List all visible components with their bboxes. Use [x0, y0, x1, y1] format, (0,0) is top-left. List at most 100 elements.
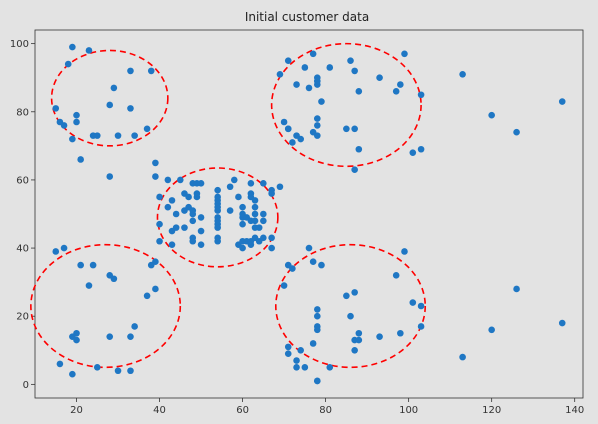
data-point	[355, 145, 363, 153]
y-tick-label: 60	[16, 175, 29, 186]
data-point	[397, 329, 404, 337]
data-point	[459, 70, 466, 78]
data-point	[52, 105, 60, 112]
data-point	[351, 289, 358, 296]
data-point	[268, 190, 275, 197]
data-point	[280, 118, 288, 126]
data-point	[305, 84, 313, 92]
data-point	[314, 115, 321, 122]
data-point	[351, 346, 358, 354]
data-point	[143, 125, 151, 133]
data-point	[64, 60, 72, 68]
y-tick-label: 20	[16, 312, 29, 323]
data-point	[251, 197, 259, 204]
data-point	[284, 350, 292, 358]
data-point	[309, 50, 317, 58]
data-point	[314, 312, 321, 320]
data-point	[110, 84, 118, 92]
data-point	[69, 135, 76, 143]
data-point	[106, 173, 114, 180]
data-point	[309, 258, 317, 266]
data-point	[255, 224, 263, 231]
data-point	[326, 364, 334, 371]
data-point	[326, 64, 334, 71]
data-point	[268, 244, 275, 252]
data-point	[347, 312, 354, 320]
data-point	[314, 122, 321, 129]
data-point	[127, 333, 134, 340]
data-point	[343, 292, 350, 300]
data-points	[52, 43, 566, 385]
data-point	[260, 180, 267, 187]
data-point	[235, 193, 242, 201]
data-point	[60, 122, 68, 129]
data-point	[69, 43, 76, 51]
data-point	[89, 261, 97, 269]
data-point	[189, 237, 197, 245]
data-point	[417, 145, 425, 153]
data-point	[127, 105, 134, 112]
data-point	[309, 340, 317, 347]
data-point	[268, 234, 275, 242]
data-point	[293, 357, 300, 364]
data-point	[114, 367, 122, 375]
data-point	[56, 360, 64, 368]
data-point	[214, 234, 221, 242]
data-point	[152, 173, 159, 180]
data-point	[318, 261, 325, 269]
x-tick-label: 20	[70, 405, 83, 416]
cluster-circle	[270, 42, 422, 168]
data-point	[172, 224, 180, 231]
x-tick-label: 60	[236, 405, 249, 416]
data-point	[297, 135, 304, 143]
data-point	[392, 88, 400, 95]
data-point	[131, 323, 138, 330]
data-point	[513, 128, 520, 136]
data-point	[260, 234, 267, 242]
x-tick-label: 100	[399, 405, 418, 416]
data-point	[293, 364, 300, 371]
data-point	[417, 302, 425, 310]
y-tick-label: 80	[16, 107, 29, 118]
x-axis: 20 40 60 80 100 120 140	[70, 398, 584, 416]
data-point	[214, 193, 221, 201]
data-point	[226, 207, 234, 214]
data-point	[131, 132, 138, 139]
data-point	[247, 190, 255, 197]
data-point	[147, 67, 155, 75]
data-point	[69, 370, 76, 378]
data-point	[106, 333, 114, 340]
data-point	[226, 183, 234, 191]
data-point	[77, 261, 84, 269]
data-point	[260, 210, 267, 218]
data-point	[318, 98, 325, 105]
x-tick-label: 80	[319, 405, 332, 416]
data-point	[260, 217, 267, 225]
data-point	[172, 210, 180, 218]
y-tick-label: 40	[16, 244, 29, 255]
cluster-circle	[274, 243, 427, 369]
data-point	[73, 111, 80, 119]
data-point	[314, 77, 321, 85]
data-point	[513, 285, 520, 293]
data-point	[93, 364, 101, 371]
data-point	[164, 176, 172, 184]
data-point	[355, 88, 363, 95]
cluster-circle	[50, 49, 169, 147]
data-point	[230, 176, 238, 184]
data-point	[52, 248, 60, 255]
data-point	[376, 74, 383, 82]
data-point	[60, 244, 68, 252]
data-point	[93, 132, 101, 139]
data-point	[239, 203, 246, 211]
data-point	[284, 125, 292, 133]
cluster-circle	[156, 167, 279, 268]
x-tick-label: 140	[565, 405, 584, 416]
data-point	[558, 98, 566, 105]
data-point	[301, 64, 309, 71]
data-point	[351, 67, 358, 75]
cluster-circle	[30, 243, 182, 369]
data-point	[459, 353, 466, 361]
data-point	[401, 50, 408, 58]
